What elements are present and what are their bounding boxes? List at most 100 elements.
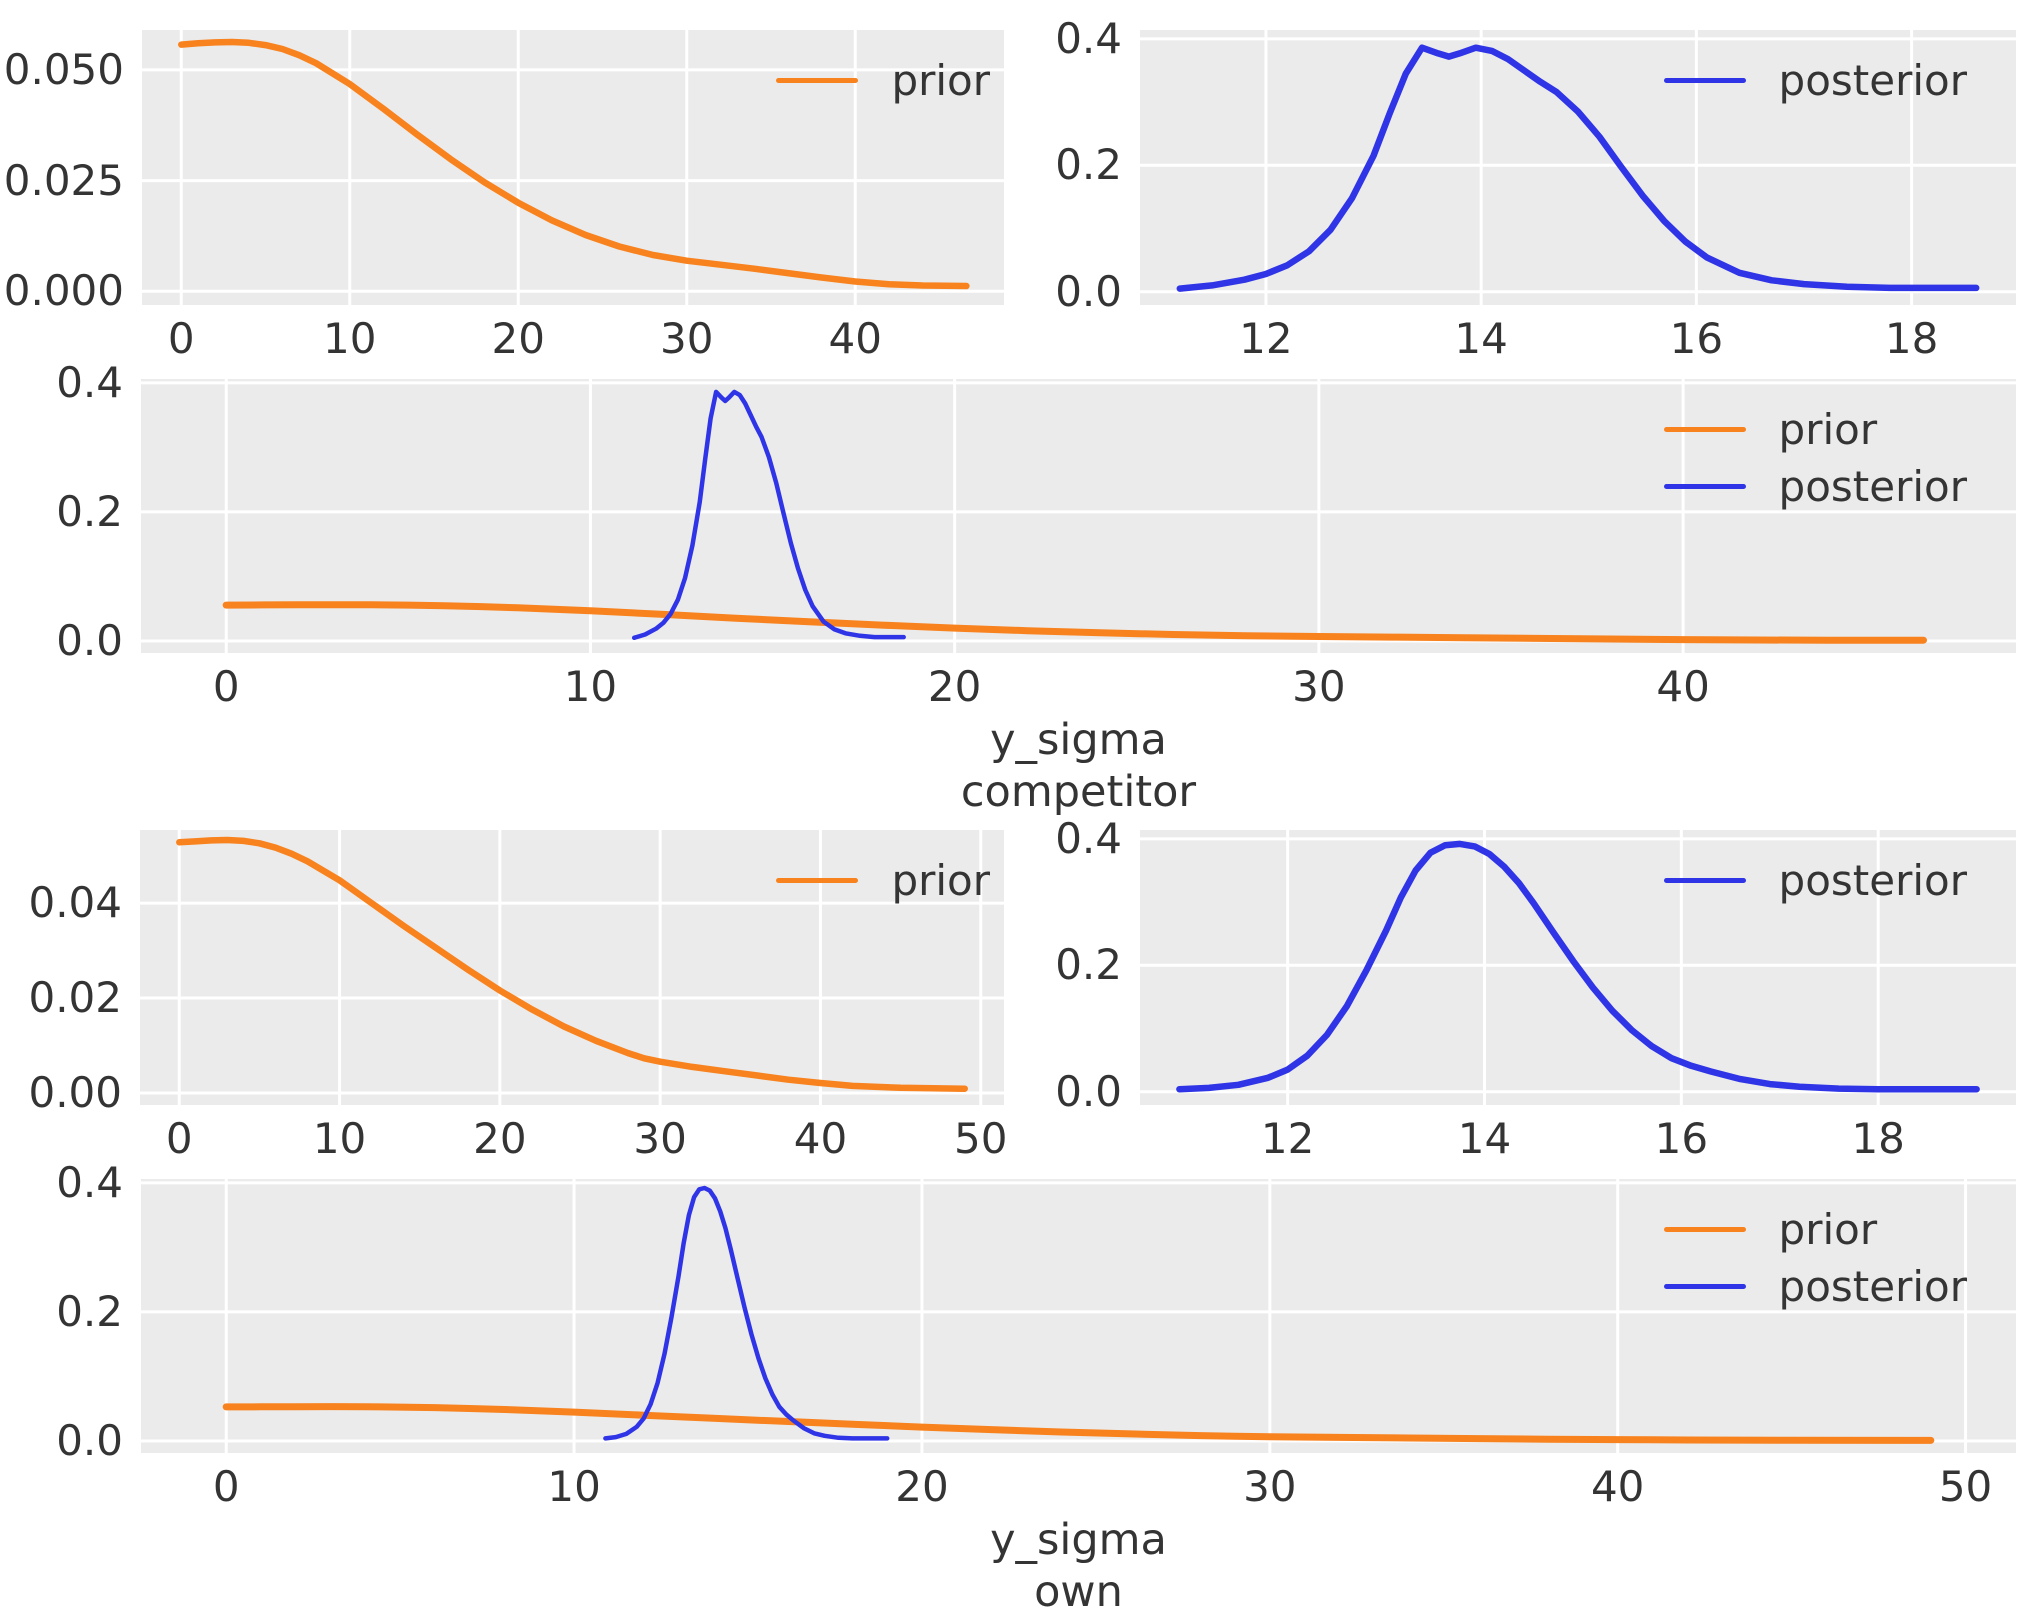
x-tick-label: 12 — [1239, 314, 1293, 363]
legend-label: posterior — [1778, 461, 1967, 511]
x-tick-label: 30 — [1292, 662, 1346, 711]
prior-line-swatch-icon — [776, 78, 859, 83]
y-tick-label: 0.00 — [28, 1067, 122, 1117]
posterior-line-swatch-icon — [1663, 484, 1746, 489]
subplot-competitor-prior-marginal: 0 10 20 30 40 0.000 0.025 0.050 prior — [4, 30, 1004, 363]
y-tick-label: 0.050 — [3, 44, 124, 94]
y-tick-label: 0.2 — [56, 1286, 123, 1336]
own-posterior-marginal-canvas — [1140, 830, 2016, 1105]
x-axis-label-line1: y_sigma — [990, 715, 1167, 765]
legend-entry-prior: prior — [1663, 401, 1878, 458]
x-tick-label: 40 — [1656, 662, 1710, 711]
y-tick-label: 0.4 — [1055, 13, 1122, 63]
x-tick-label: 14 — [1457, 1114, 1512, 1163]
prior-line-swatch-icon — [1663, 1227, 1746, 1232]
y-tick-label: 0.025 — [3, 155, 124, 205]
y-tick-label: 0.2 — [1055, 140, 1122, 190]
legend-label: posterior — [1778, 55, 1967, 105]
legend-entry-posterior: posterior — [1663, 1258, 1967, 1315]
subplot-own-prior-vs-posterior: 0 10 20 30 40 50 0.0 0.2 0.4 prior posterior — [56, 1158, 2016, 1511]
legend-entry-posterior: posterior — [1663, 458, 1967, 515]
x-axis-label-own: y_sigma own — [141, 1514, 2016, 1618]
legend-label: posterior — [1778, 1261, 1967, 1311]
subplot-competitor-prior-vs-posterior: 0 10 20 30 40 0.0 0.2 0.4 prior posterior — [56, 358, 2016, 711]
y-tick-label: 0.4 — [56, 1157, 123, 1207]
x-tick-label: 40 — [1590, 1462, 1645, 1511]
y-tick-label: 0.0 — [56, 1415, 123, 1465]
legend-label: prior — [1778, 404, 1878, 454]
y-tick-label: 0.2 — [56, 486, 123, 536]
subplot-own-posterior-marginal: 12 14 16 18 0.0 0.2 0.4 posterior — [1055, 814, 2016, 1163]
x-axis-label-line2: competitor — [960, 767, 1197, 817]
posterior-line-swatch-icon — [1663, 78, 1746, 83]
x-tick-label: 0 — [165, 1114, 193, 1163]
legend-label: prior — [891, 855, 990, 905]
x-tick-label: 12 — [1260, 1114, 1315, 1163]
prior-line-swatch-icon — [1663, 427, 1746, 432]
y-tick-label: 0.2 — [1055, 940, 1122, 990]
y-tick-label: 0.04 — [28, 878, 122, 928]
legend-label: prior — [1778, 1204, 1878, 1254]
posterior-line-swatch-icon — [1663, 1284, 1746, 1289]
competitor-prior-vs-posterior-canvas — [141, 379, 2016, 653]
competitor-prior-marginal-canvas — [142, 30, 1004, 305]
legend: posterior — [1663, 852, 1967, 909]
x-axis-label-line2: own — [1034, 1567, 1123, 1617]
legend-label: prior — [891, 55, 990, 105]
x-tick-label: 10 — [563, 662, 618, 711]
x-tick-label: 20 — [491, 314, 545, 363]
x-tick-label: 18 — [1851, 1114, 1905, 1163]
posterior-curve — [631, 389, 906, 641]
x-tick-label: 50 — [1938, 1462, 1993, 1511]
legend: prior posterior — [1663, 401, 1967, 515]
x-tick-label: 30 — [1243, 1462, 1297, 1511]
prior-curve — [178, 38, 970, 290]
subplot-own-prior-marginal: 0 10 20 30 40 50 0.00 0.02 0.04 prior — [28, 830, 1007, 1163]
x-tick-label: 18 — [1884, 314, 1939, 363]
own-prior-marginal-canvas — [140, 830, 1004, 1105]
y-tick-label: 0.02 — [28, 973, 122, 1023]
prior-curve — [222, 1403, 1935, 1444]
x-tick-label: 50 — [954, 1114, 1008, 1163]
y-tick-label: 0.0 — [1055, 1066, 1122, 1116]
subplot-competitor-posterior-marginal: 12 14 16 18 0.0 0.2 0.4 posterior — [1055, 14, 2016, 363]
prior-line-swatch-icon — [776, 878, 859, 883]
x-tick-label: 30 — [633, 1114, 687, 1163]
prior-curve — [176, 836, 968, 1092]
x-tick-label: 10 — [312, 1114, 367, 1163]
x-axis-label-line1: y_sigma — [990, 1515, 1167, 1565]
x-tick-label: 20 — [927, 662, 982, 711]
x-tick-label: 14 — [1454, 314, 1508, 363]
x-tick-label: 10 — [547, 1462, 601, 1511]
x-tick-label: 20 — [895, 1462, 949, 1511]
legend-label: posterior — [1778, 855, 1967, 905]
posterior-curve — [603, 1185, 890, 1441]
prior-curve — [222, 601, 1927, 644]
own-prior-vs-posterior-canvas — [141, 1179, 2016, 1453]
x-tick-label: 20 — [473, 1114, 527, 1163]
legend-entry-prior: prior — [776, 852, 990, 909]
x-tick-label: 0 — [212, 1462, 240, 1511]
x-tick-label: 0 — [212, 662, 240, 711]
x-tick-label: 40 — [828, 314, 882, 363]
x-axis-label-competitor: y_sigma competitor — [141, 714, 2016, 818]
legend-entry-prior: prior — [1663, 1201, 1878, 1258]
legend-entry-prior: prior — [776, 52, 990, 109]
legend: posterior — [1663, 52, 1967, 109]
competitor-posterior-marginal-canvas — [1140, 30, 2016, 305]
legend-entry-posterior: posterior — [1663, 852, 1967, 909]
legend: prior — [776, 52, 990, 109]
posterior-line-swatch-icon — [1663, 878, 1746, 883]
x-tick-label: 0 — [167, 314, 195, 363]
posterior-curve — [1176, 44, 1980, 292]
y-tick-label: 0.0 — [1055, 266, 1122, 316]
y-tick-label: 0.4 — [1055, 813, 1122, 863]
x-tick-label: 16 — [1669, 314, 1724, 363]
y-tick-label: 0.4 — [56, 357, 123, 407]
x-tick-label: 30 — [659, 314, 714, 363]
y-tick-label: 0.0 — [56, 615, 123, 665]
x-tick-label: 16 — [1654, 1114, 1709, 1163]
legend: prior — [776, 852, 990, 909]
x-tick-label: 10 — [323, 314, 377, 363]
